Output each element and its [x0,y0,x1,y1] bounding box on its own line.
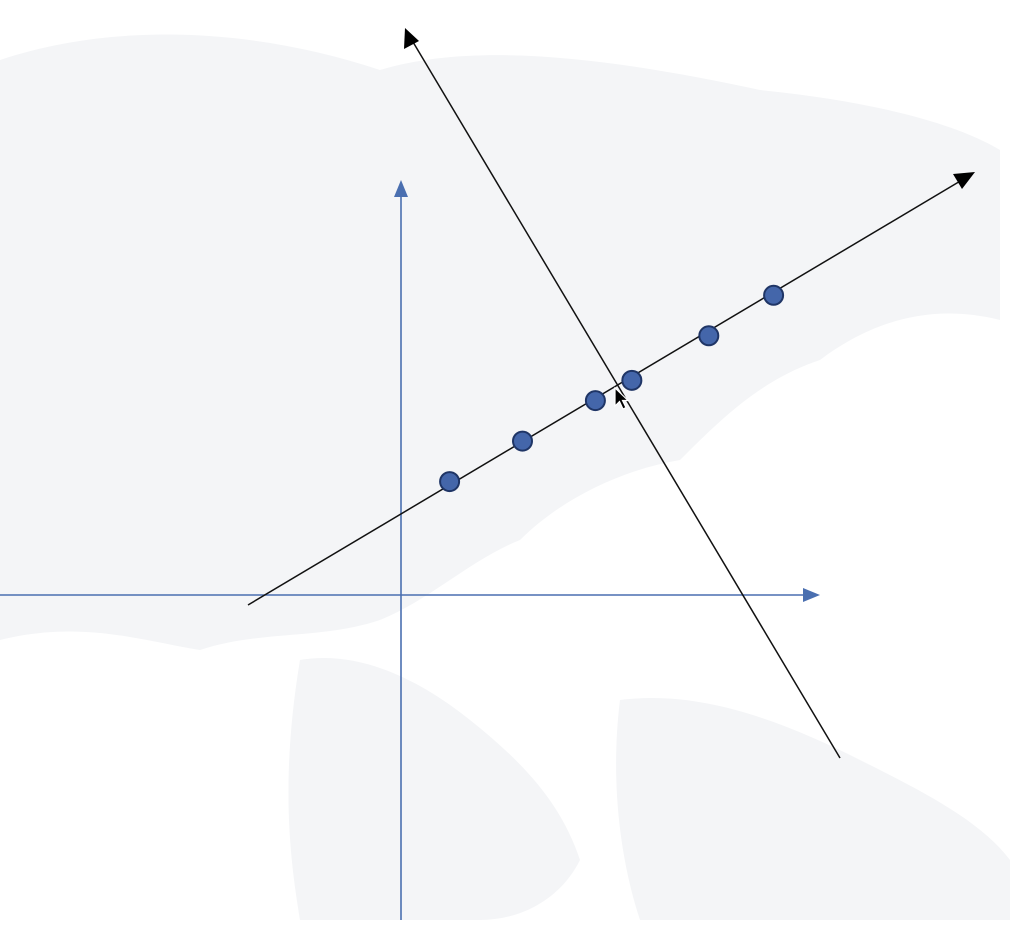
data-point-5 [698,325,720,347]
principal-component-2-arrowhead [404,28,419,49]
data-point-4 [621,369,643,391]
data-point-1 [439,471,461,493]
principal-component-1-arrowhead [953,172,975,189]
y-axis-arrowhead [394,180,408,197]
data-points [439,284,785,493]
map-landmass-east [616,698,1010,920]
map-landmass-north [0,34,1000,651]
x-axis-arrowhead [803,588,820,602]
principal-component-1-line [247,179,963,606]
coordinate-axes [0,180,820,920]
arrow-pointer-icon [614,386,630,410]
map-landmass-south [288,658,580,920]
background-map [0,34,1010,920]
data-point-6 [763,284,785,306]
data-point-2 [512,430,533,452]
data-point-3 [584,390,606,412]
